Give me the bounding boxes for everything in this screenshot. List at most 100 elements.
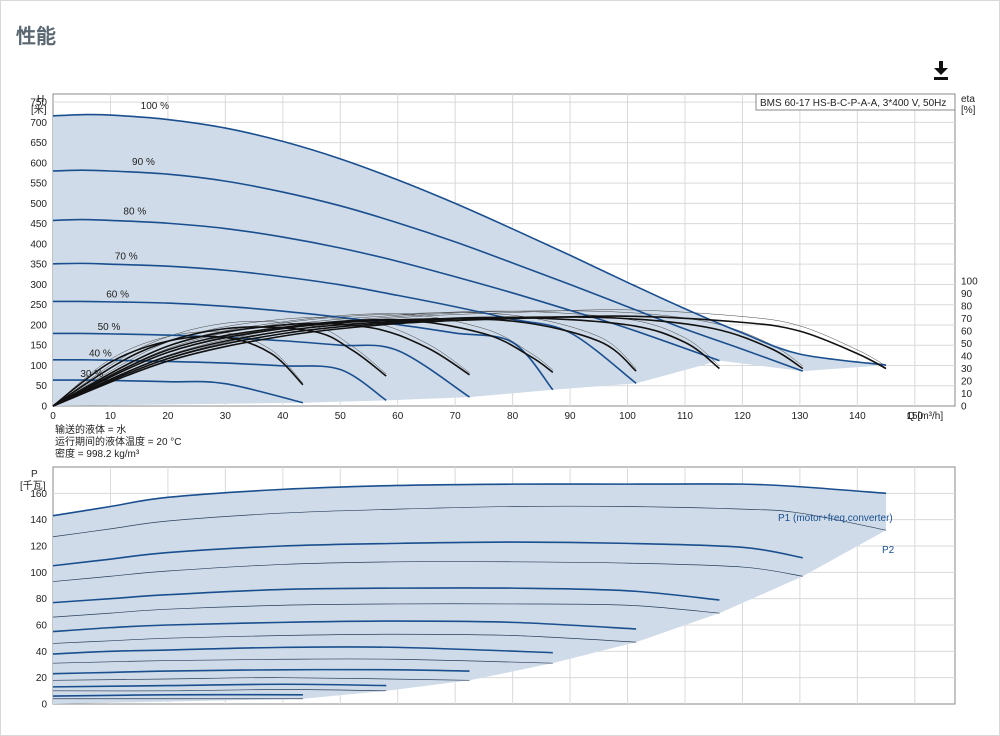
p1-curve-50: [52, 668, 470, 675]
p2-label: P2: [882, 545, 895, 556]
power-envelope: [53, 484, 887, 704]
x-tick-label: 0: [50, 411, 56, 422]
y-tick-label: 250: [30, 300, 47, 311]
head-curve-40: [52, 358, 387, 401]
p2-curve-70: [52, 633, 637, 644]
x-tick-label: 100: [619, 411, 636, 422]
speed-label-80: 80 %: [123, 207, 146, 218]
y-tick-label: 80: [36, 594, 48, 605]
y-tick-label: 550: [30, 179, 47, 190]
y2-tick-label: 60: [961, 327, 973, 338]
p1-curve-30: [52, 693, 303, 697]
x-tick-label: 20: [162, 411, 174, 422]
page-title: 性能: [16, 24, 56, 48]
x-tick-label: 140: [849, 411, 866, 422]
y-tick-label: 20: [36, 673, 48, 684]
head-curve-30: [52, 379, 304, 404]
x-tick-label: 50: [335, 411, 347, 422]
download-button[interactable]: [930, 58, 952, 82]
y-tick-label: 200: [30, 320, 47, 331]
power-chart: 0 20 40 60 80 100 120 140 160 P[千瓦] P1 (motor+freq…: [20, 466, 956, 711]
y-tick-label: 60: [36, 621, 48, 632]
y2-tick-label: 10: [961, 389, 973, 400]
head-curve-60: [52, 300, 554, 391]
p2-curve-100: [52, 505, 887, 538]
p2-curve-40: [52, 689, 387, 692]
x-tick-label: 10: [105, 411, 117, 422]
speed-label-100: 100 %: [141, 101, 169, 112]
eta-curve-60: [52, 318, 554, 407]
speed-label-30: 30 %: [80, 369, 103, 380]
speed-label-70: 70 %: [115, 251, 138, 262]
eta-curve-thin-0: [52, 309, 887, 407]
eta-curve-thin-3: [52, 312, 637, 407]
head-curve-90: [52, 169, 804, 372]
y-tick-label: 0: [41, 402, 47, 413]
y-tick-label: 500: [30, 199, 47, 210]
y-tick-label: 0: [41, 700, 47, 711]
y2-axis-label-symbol: eta: [961, 94, 975, 105]
x-tick-label: 110: [677, 411, 693, 422]
y-tick-label: 100: [30, 568, 47, 579]
eta-curve-40: [52, 326, 387, 407]
head-chart: 100 %90 %80 %70 %60 %50 %40 %30 %0 10 20 30…: [30, 93, 978, 460]
x-tick-label: 40: [277, 411, 289, 422]
eta-curve-30: [52, 335, 304, 407]
fluid-info-line: 密度 = 998.2 kg/m³: [55, 447, 140, 460]
eta-curve-thin-7: [52, 331, 304, 407]
y-tick-label: 50: [36, 381, 48, 392]
head-curve-100: [52, 113, 887, 366]
eta-curve-thin-5: [52, 317, 470, 407]
y-tick-label: 40: [36, 647, 48, 658]
y-tick-label: 300: [30, 280, 47, 291]
x-tick-label: 120: [734, 411, 751, 422]
y-tick-label: 400: [30, 239, 47, 250]
speed-label-50: 50 %: [98, 322, 121, 333]
p1-curve-70: [52, 620, 637, 633]
eta-curve-50: [52, 322, 470, 407]
p1-label: P1 (motor+freq.converter): [778, 513, 893, 524]
y-tick-label: 150: [30, 341, 47, 352]
y-tick-label: 100: [30, 361, 47, 372]
fluid-info-line: 输送的液体 = 水: [55, 423, 126, 436]
p1-curve-90: [52, 541, 803, 567]
y-tick-label: 160: [30, 489, 47, 500]
y2-tick-label: 30: [961, 364, 973, 375]
y2-tick-label: 80: [961, 302, 973, 313]
head-curve-80: [52, 218, 720, 362]
y-tick-label: 120: [30, 542, 47, 553]
x-tick-label: 80: [507, 411, 519, 422]
x-tick-label: 130: [792, 411, 809, 422]
y-tick-label: 750: [30, 98, 47, 109]
y-tick-label: 600: [30, 158, 47, 169]
x-tick-label: 60: [392, 411, 404, 422]
p1-curve-100: [52, 483, 887, 517]
download-icon: [934, 61, 948, 80]
y2-tick-label: 20: [961, 377, 973, 388]
y-axis-label-symbol: P: [31, 469, 38, 480]
p2-curve-90: [52, 561, 803, 582]
y-axis-label-symbol: H: [37, 94, 44, 105]
y2-tick-label: 90: [961, 289, 973, 300]
y2-axis-label-unit: [%]: [961, 105, 976, 116]
p2-curve-50: [52, 677, 470, 681]
x-axis-label: Q [m³/h]: [907, 411, 943, 422]
p1-curve-80: [52, 587, 720, 604]
y2-tick-label: 0: [961, 402, 967, 413]
y-axis-label-unit: [千瓦]: [20, 480, 46, 492]
x-tick-label: 90: [565, 411, 577, 422]
product-box-text: BMS 60-17 HS-B-C-P-A-A, 3*400 V, 50Hz: [760, 98, 946, 109]
speed-label-60: 60 %: [106, 289, 129, 300]
speed-label-40: 40 %: [89, 349, 112, 360]
y-tick-label: 450: [30, 219, 47, 230]
x-tick-label: 150: [906, 411, 923, 422]
y-axis-label-unit: [米]: [31, 103, 47, 116]
x-tick-label: 30: [220, 411, 232, 422]
head-curve-70: [52, 262, 637, 384]
speed-label-90: 90 %: [132, 157, 155, 168]
y2-tick-label: 40: [961, 352, 973, 363]
p2-curve-80: [52, 603, 720, 618]
eta-curve-100: [52, 315, 887, 407]
y-tick-label: 650: [30, 138, 47, 149]
